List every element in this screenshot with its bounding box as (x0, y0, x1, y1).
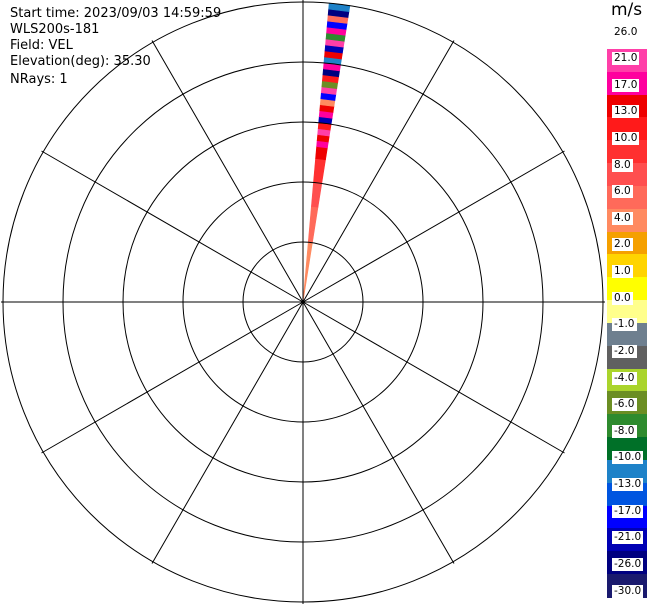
azimuth-spoke (41, 301, 304, 454)
azimuth-spoke (151, 40, 304, 303)
azimuth-spoke (302, 301, 565, 454)
colorbar-tick-label: -6.0 (612, 398, 637, 412)
colorbar-tick-label: -30.0 (612, 584, 644, 598)
colorbar-tick-label: -8.0 (612, 424, 637, 438)
colorbar-tick-label: -26.0 (612, 557, 644, 571)
colorbar-tick-label: -21.0 (612, 531, 644, 545)
colorbar-tick-label: 21.0 (612, 52, 640, 66)
colorbar-tick-label: 4.0 (612, 211, 633, 225)
colorbar-tick-label: -13.0 (612, 478, 644, 492)
colorbar-segment (607, 300, 647, 324)
colorbar-tick-label: 8.0 (612, 158, 633, 172)
colorbar-tick-label: -10.0 (612, 451, 644, 465)
colorbar-unit: m/s (611, 0, 643, 20)
ray-gate (315, 146, 328, 161)
colorbar-tick-label: 2.0 (612, 238, 633, 252)
azimuth-spoke (41, 150, 304, 303)
colorbar-tick-label: -2.0 (612, 344, 637, 358)
colorbar-tick-label: 0.0 (612, 291, 633, 305)
colorbar-tick-label: 10.0 (612, 131, 640, 145)
azimuth-spoke (302, 40, 455, 303)
colorbar: 26.0 21.0 17.0 13.0 10.0 8.0 6.0 4.0 2.0 1.0 0.0 -1… (607, 25, 647, 598)
colorbar-tick-label: 26.0 (612, 25, 640, 39)
azimuth-spoke (151, 301, 304, 564)
ray-gate (307, 206, 319, 244)
azimuth-spoke (302, 301, 455, 564)
ppi-plot (1, 0, 605, 604)
colorbar-tick-label: 17.0 (612, 78, 640, 92)
nrays-label: NRays: 1 (10, 72, 68, 87)
colorbar-tick-label: 6.0 (612, 185, 633, 199)
field-label: Field: VEL (10, 38, 73, 53)
start-time-label: Start time: 2023/09/03 14:59:59 (10, 6, 222, 21)
colorbar-segment (607, 459, 647, 484)
azimuth-spoke (302, 150, 565, 303)
instrument-label: WLS200s-181 (10, 22, 100, 37)
ray-gate (311, 182, 323, 208)
colorbar-tick-label: -17.0 (612, 504, 644, 518)
colorbar-segment (607, 140, 647, 164)
colorbar-tick-label: 13.0 (612, 105, 640, 119)
colorbar-tick-label: 1.0 (612, 265, 633, 279)
colorbar-tick-label: -1.0 (612, 318, 637, 332)
ray-gate (313, 158, 326, 184)
colorbar-tick-label: -4.0 (612, 371, 637, 385)
elevation-label: Elevation(deg): 35.30 (10, 54, 151, 69)
